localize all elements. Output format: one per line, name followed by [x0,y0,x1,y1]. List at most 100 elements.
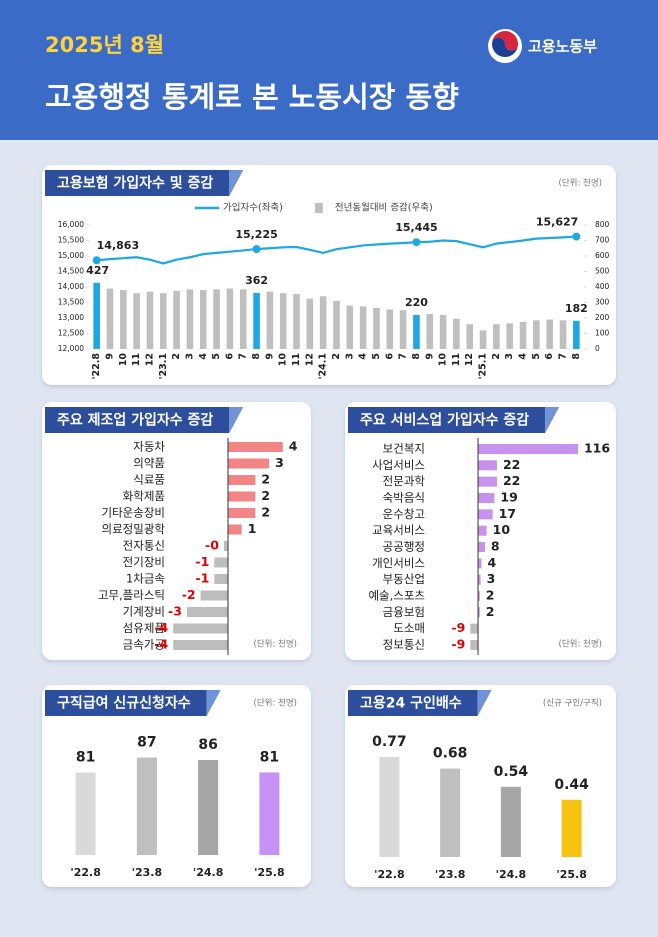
value-label: 8 [491,539,500,554]
section-title: 구직급여 신규신청자수 [57,695,191,712]
legend-label: 가입자수(좌축) [223,202,283,214]
x-tick-label: 4 [358,353,369,360]
value-label: -4 [154,637,168,652]
bar [106,288,114,349]
category-label: 기타운송장비 [102,506,165,520]
logo-red [492,31,518,51]
bar [239,289,247,349]
bar [259,772,280,855]
value-label: 4 [487,555,496,570]
bar [478,542,485,552]
x-tick-label: 8 [251,353,262,360]
value-label: 81 [76,750,95,766]
x-tick-label: 7 [558,353,569,360]
category-label: 부동산업 [383,572,425,586]
x-tick-label: 6 [224,353,235,360]
x-tick-label: 3 [344,353,355,360]
bar [379,756,400,857]
x-tick-label: 10 [438,353,449,367]
y-tick-label: 16,000 [58,220,84,229]
x-tick-label: 10 [118,353,129,367]
bar [173,623,228,634]
x-tick-label: 12 [464,353,475,366]
category-label: 전문과학 [383,474,426,488]
value-label: -0 [205,538,219,553]
value-label: 0.44 [554,777,589,793]
bar [561,799,582,857]
y2-tick-label: 400 [595,282,610,291]
x-tick-label: '22.8 [91,353,102,380]
legend-swatch [314,203,323,213]
ministry-name: 고용노동부 [528,38,597,56]
value-label: 0.54 [494,764,529,780]
card [42,402,311,660]
category-label: 자동차 [133,440,165,454]
value-label: 87 [137,735,156,751]
unit-label: (단위: 천명) [559,639,602,650]
value-label: 2 [486,604,495,619]
x-tick-label: 9 [424,353,435,360]
x-tick-label: '24.8 [193,866,224,879]
x-tick-label: 11 [451,353,462,366]
bar [214,574,228,584]
x-tick-label: 3 [504,353,515,360]
value-label: 10 [493,522,511,537]
bar [319,296,327,349]
bar [228,458,270,469]
section-title: 고용보험 가입자수 및 증감 [57,175,213,192]
value-label: 1 [248,521,257,536]
x-tick-label: '23.1 [158,353,169,379]
bar [453,318,460,349]
bar [306,298,314,349]
x-tick-label: '24.1 [318,353,329,379]
bar [478,607,480,618]
value-label: 22 [503,473,520,488]
section-tab-fold [206,690,221,716]
category-label: 화학제품 [123,489,165,503]
bar [93,282,100,349]
value-label: 3 [487,571,496,586]
x-tick-label: 3 [184,353,195,360]
bar [159,293,167,349]
unit-label: (단위: 천명) [254,698,297,709]
y-tick-label: 15,500 [58,236,84,245]
value-label: -3 [168,604,182,619]
bar [573,320,580,349]
bar [478,558,482,569]
x-tick-label: 7 [238,353,249,360]
category-label: 의약품 [133,456,165,470]
bar [266,291,274,349]
bar [470,640,479,650]
logo-blue [492,37,518,57]
bar [399,310,407,349]
x-tick-label: '24.8 [496,868,527,881]
line [96,235,577,265]
bar [500,786,521,857]
line-value-label: 15,225 [235,228,277,241]
x-tick-label: 5 [211,353,222,360]
bar [373,307,380,349]
bar [346,305,354,349]
x-tick-label: '25.8 [556,868,587,881]
value-label: 19 [500,490,517,505]
value-label: 0.68 [433,746,468,762]
value-label: 86 [198,737,217,753]
category-label: 보건복지 [383,442,425,456]
category-label: 공공행정 [383,540,425,554]
category-label: 운수창고 [383,507,425,521]
line-value-label: 15,627 [536,216,578,229]
value-label: -1 [195,571,209,586]
x-tick-label: '22.8 [70,866,101,879]
category-label: 섬유제품 [123,621,165,635]
bar [279,293,287,349]
bar [386,309,394,349]
bar [478,444,578,454]
value-label: 0.77 [372,734,407,750]
section-tab-fold [229,170,244,196]
legend-label: 전년동월대비 증감(우축) [335,202,433,214]
x-tick-label: '25.8 [254,866,285,879]
category-label: 교육서비스 [372,523,425,537]
line-marker [92,256,101,265]
category-label: 정보통신 [383,638,425,652]
bar [493,324,500,349]
